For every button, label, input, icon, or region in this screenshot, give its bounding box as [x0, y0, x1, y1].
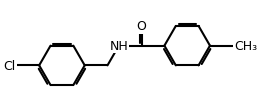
Text: Cl: Cl	[3, 59, 15, 72]
Text: NH: NH	[109, 40, 128, 53]
Text: O: O	[137, 20, 147, 33]
Text: CH₃: CH₃	[234, 40, 257, 53]
